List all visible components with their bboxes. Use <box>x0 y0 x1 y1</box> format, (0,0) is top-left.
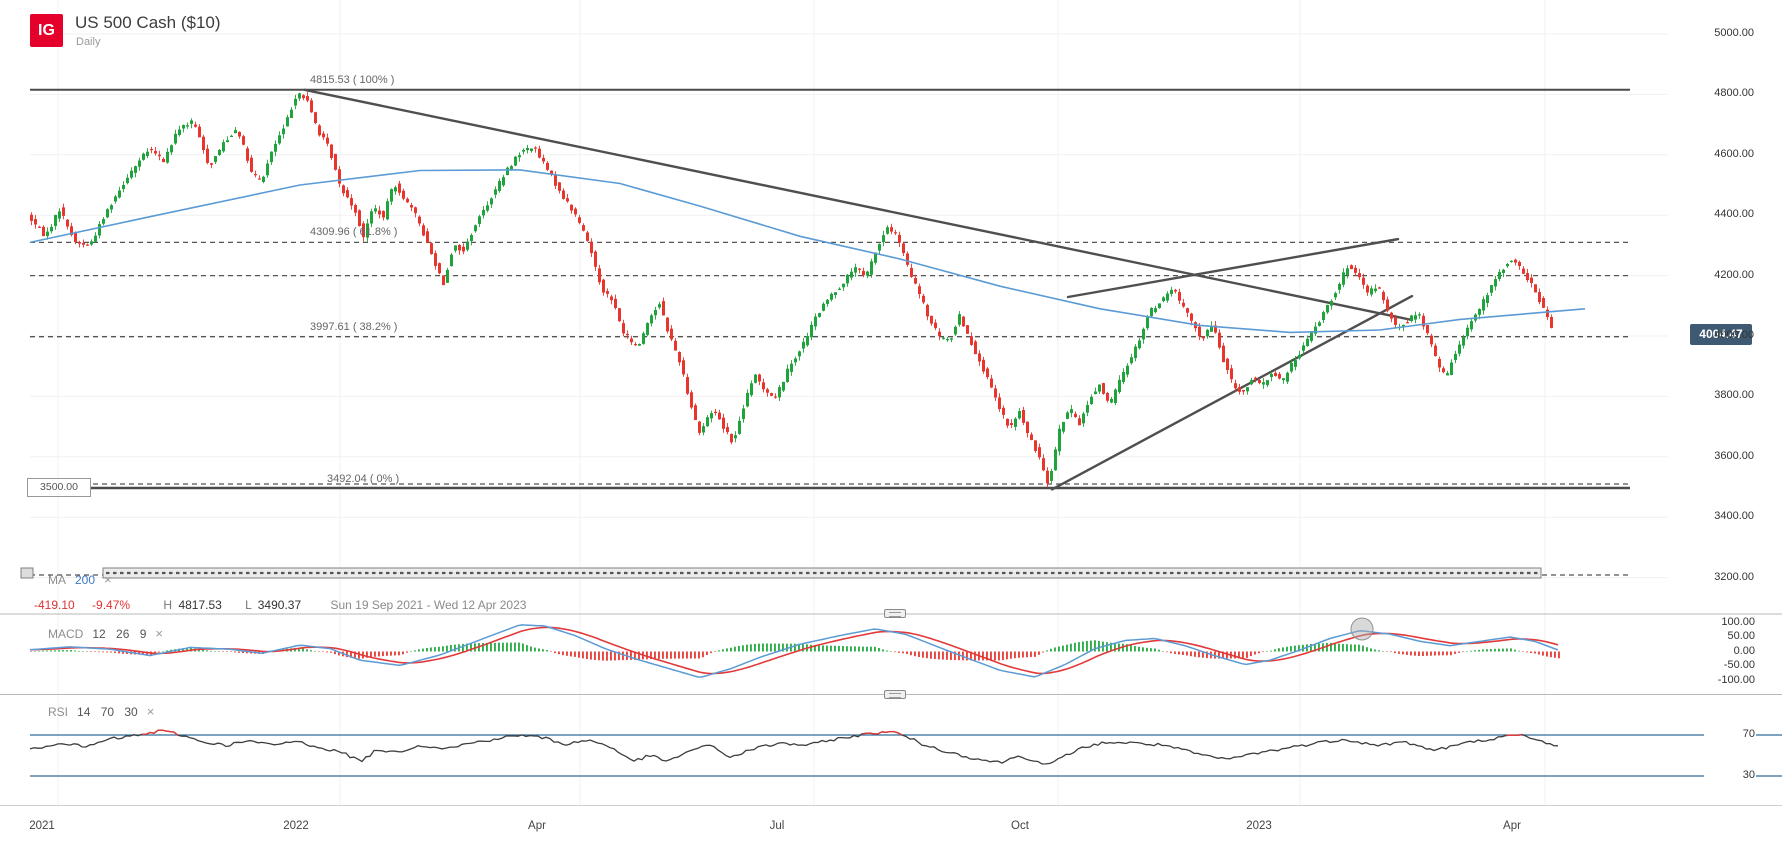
ma-indicator-legend[interactable]: MA 200 × <box>48 572 112 587</box>
macd-axis-label: 100.00 <box>1684 615 1756 628</box>
price-level-box: 3500.00 <box>27 478 91 497</box>
fib-level-label: 3492.04 ( 0% ) <box>327 473 400 486</box>
time-axis-label: Oct <box>1011 820 1029 832</box>
price-axis-label: 4400.00 <box>1714 208 1754 221</box>
time-axis-label: 2022 <box>283 820 309 832</box>
rsi-axis-label: 70 <box>1704 728 1756 740</box>
ma-remove-button[interactable]: × <box>104 572 112 587</box>
ma-period: 200 <box>75 572 96 587</box>
price-axis-label: 3400.00 <box>1714 510 1754 523</box>
macd-axis-label: 50.00 <box>1684 630 1756 642</box>
ma-label: MA <box>48 572 66 587</box>
macd-params: 12 26 9 <box>92 626 147 641</box>
rsi-label: RSI <box>48 704 69 719</box>
low-value: 3490.37 <box>257 598 302 612</box>
fib-level-label: 4815.53 ( 100% ) <box>310 73 395 86</box>
price-axis-label: 4800.00 <box>1714 87 1754 100</box>
instrument-title: US 500 Cash ($10) <box>75 13 221 32</box>
macd-axis-label: -50.00 <box>1684 659 1756 671</box>
high-value: 4817.53 <box>178 598 222 612</box>
fib-level-label: 4309.96 ( 61.8% ) <box>310 226 398 239</box>
rsi-params: 14 70 30 <box>77 704 138 719</box>
time-axis-label: Jul <box>769 820 785 832</box>
time-axis-label: Apr <box>1503 820 1521 832</box>
timeframe-label: Daily <box>76 36 101 48</box>
high-prefix: H <box>163 598 173 612</box>
change-percent: -9.47% <box>92 598 131 612</box>
price-axis-label: 3600.00 <box>1714 449 1754 462</box>
price-axis-label: 4600.00 <box>1714 147 1754 160</box>
time-axis-label: 2023 <box>1246 820 1272 832</box>
price-axis-label: 3800.00 <box>1714 389 1754 402</box>
time-axis-label: Apr <box>528 820 546 832</box>
current-price-badge: 4004.47 <box>1690 324 1752 345</box>
rsi-remove-button[interactable]: × <box>146 704 155 719</box>
date-range: Sun 19 Sep 2021 - Wed 12 Apr 2023 <box>330 598 527 612</box>
ig-logo: IG <box>30 14 63 47</box>
macd-remove-button[interactable]: × <box>155 626 163 641</box>
macd-label: MACD <box>48 626 84 641</box>
low-prefix: L <box>245 598 252 612</box>
session-stats: -419.10 -9.47% H 4817.53 L 3490.37 Sun 1… <box>34 598 526 612</box>
change-value: -419.10 <box>34 598 75 612</box>
rsi-indicator-legend[interactable]: RSI 14 70 30 × <box>48 704 154 719</box>
macd-axis-label: 0.00 <box>1684 644 1756 657</box>
price-axis-label: 4200.00 <box>1714 268 1754 281</box>
panel-divider-handle-rsi[interactable] <box>884 690 906 699</box>
rsi-axis-label: 30 <box>1704 769 1756 781</box>
price-axis-label: 4000.00 <box>1714 329 1754 341</box>
price-axis-label: 3200.00 <box>1714 570 1754 583</box>
fib-level-label: 3997.61 ( 38.2% ) <box>310 320 398 333</box>
price-axis-label: 5000.00 <box>1714 27 1754 39</box>
macd-indicator-legend[interactable]: MACD 12 26 9 × <box>48 626 163 641</box>
macd-axis-label: -100.00 <box>1684 673 1756 686</box>
panel-divider-handle-macd[interactable] <box>884 609 906 618</box>
time-axis-label: 2021 <box>29 820 55 832</box>
